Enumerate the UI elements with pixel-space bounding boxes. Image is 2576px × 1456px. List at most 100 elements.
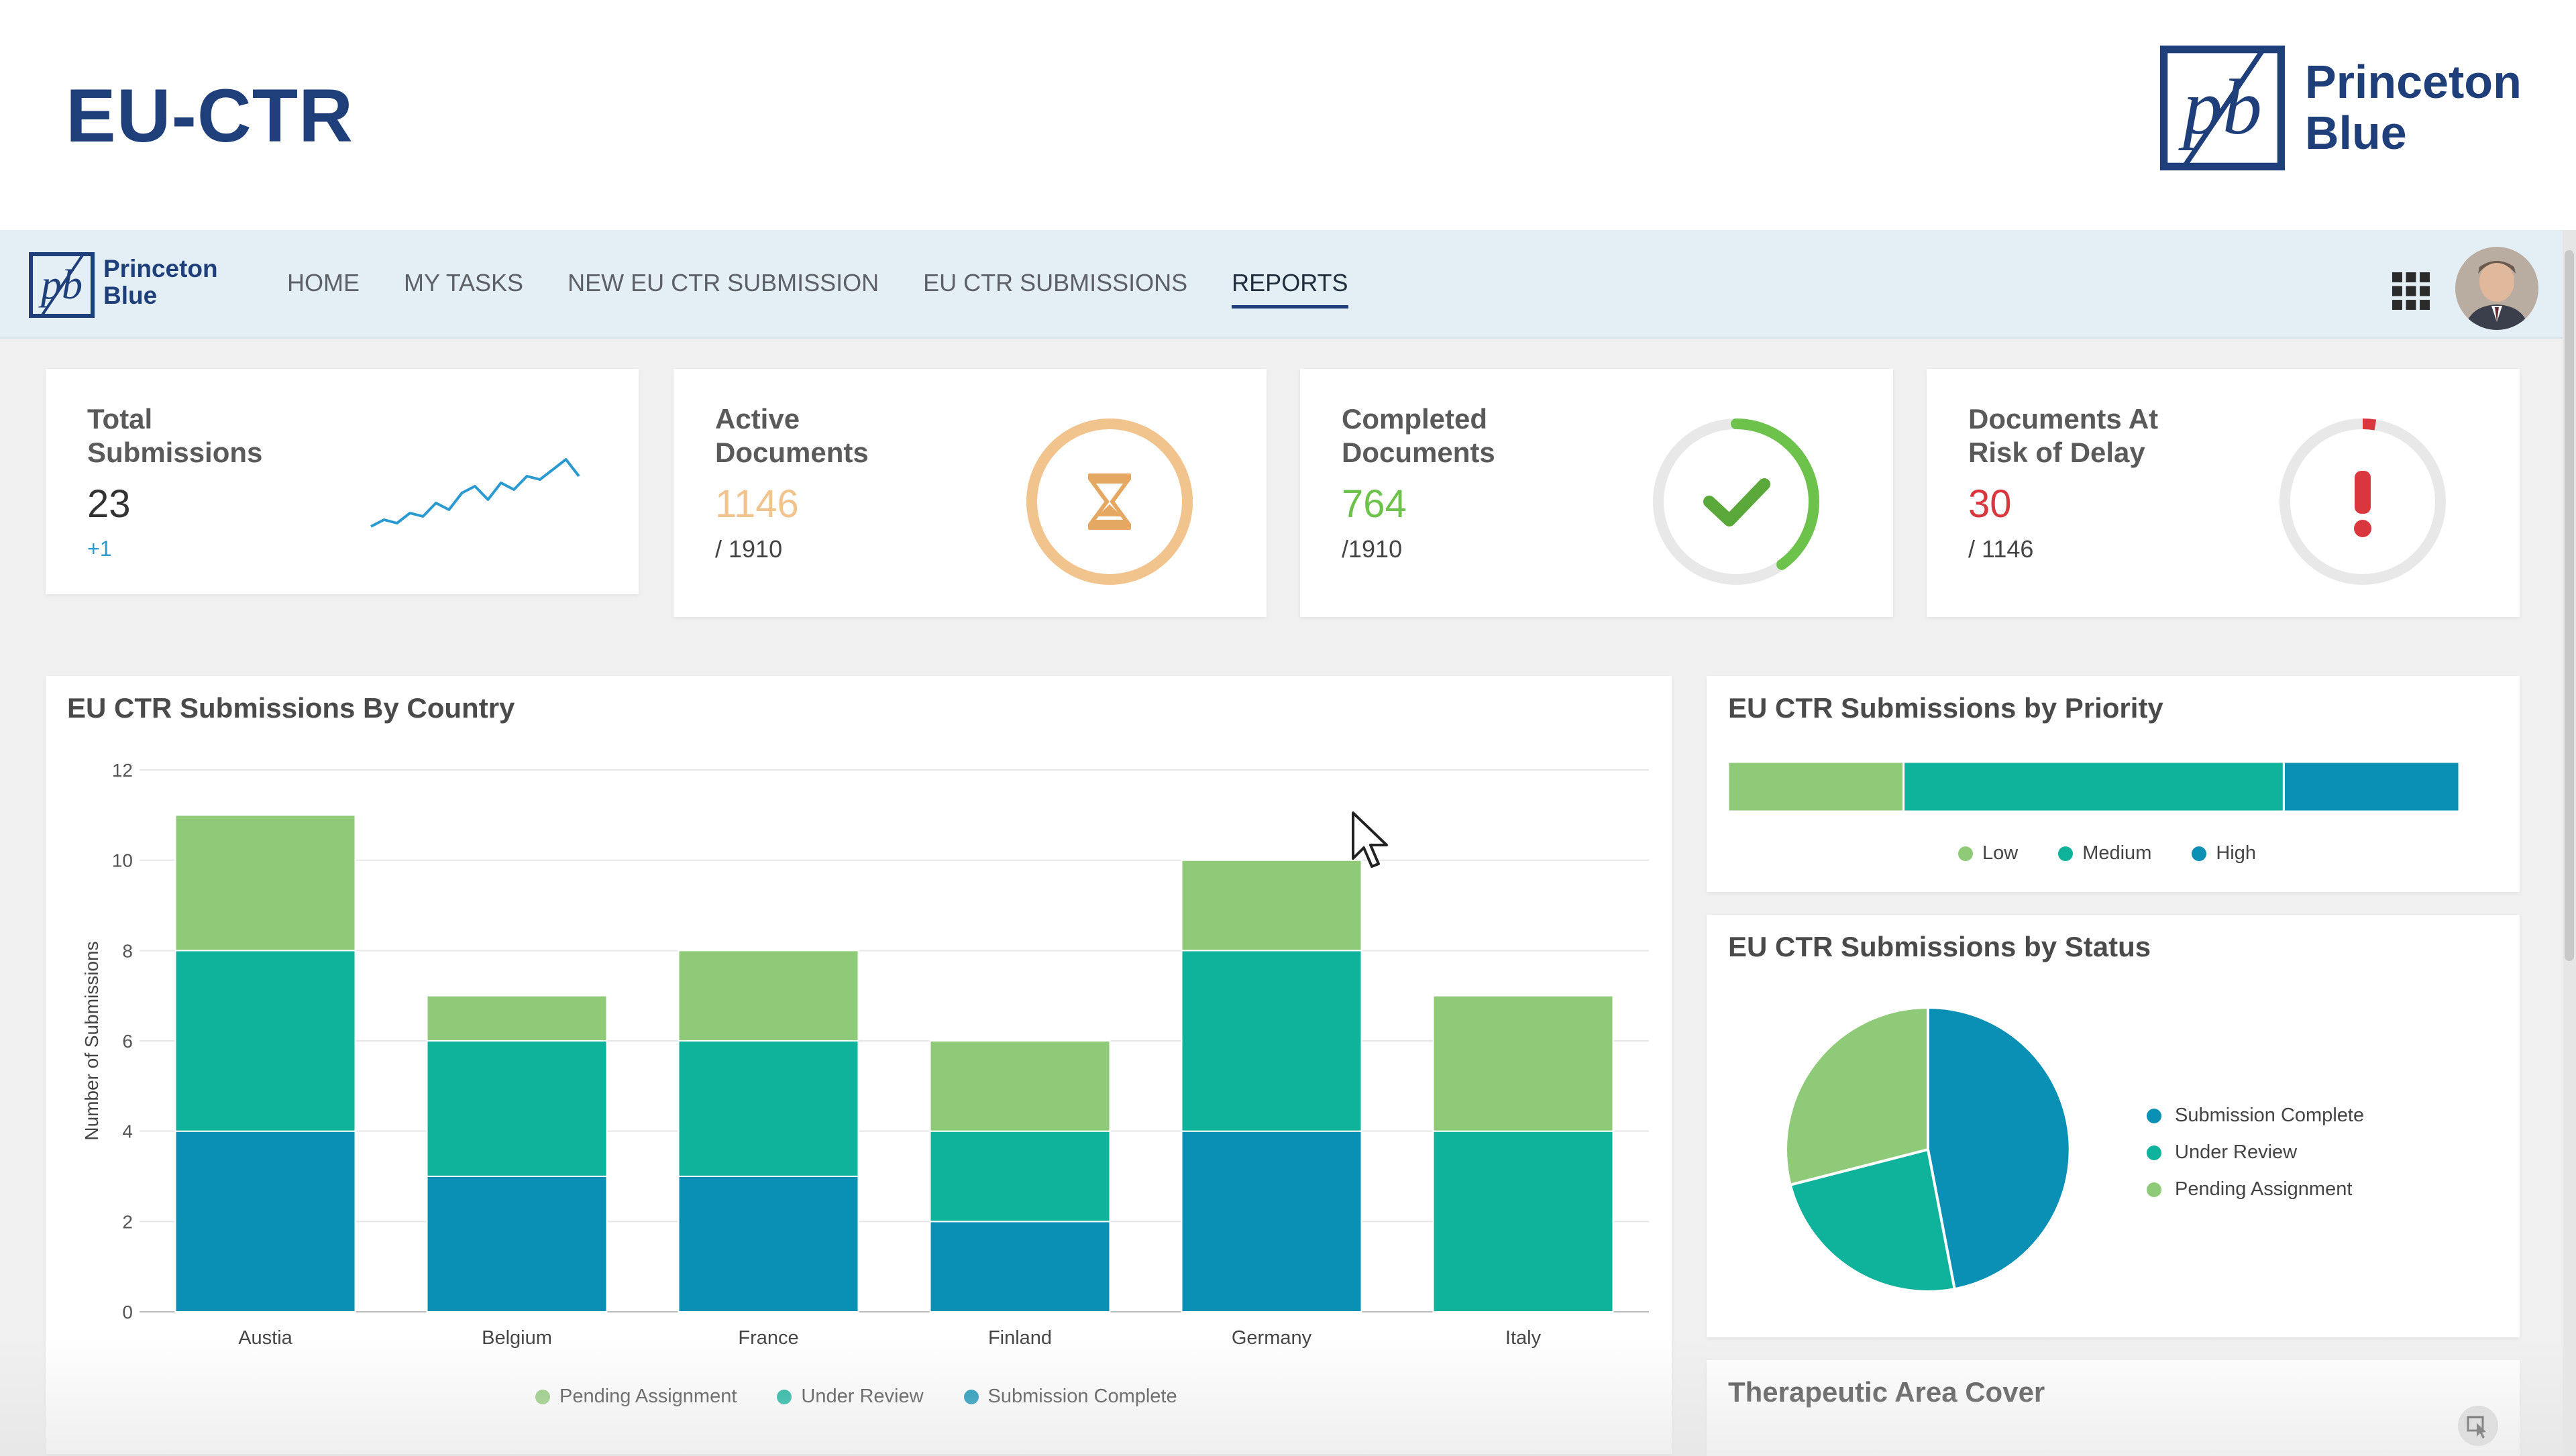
user-avatar[interactable] [2455, 247, 2538, 330]
bar-segment[interactable] [174, 814, 356, 952]
legend-label: Submission Complete [2175, 1105, 2365, 1126]
pie-slice[interactable] [1788, 1147, 1957, 1293]
bar-segment[interactable] [678, 950, 859, 1042]
bar-segment[interactable] [929, 1221, 1111, 1312]
brand-line-2: Blue [2305, 107, 2407, 159]
sparkline-line [370, 458, 580, 528]
scrollbar-thumb[interactable] [2565, 250, 2574, 961]
nav-item-new-submission[interactable]: NEW EU CTR SUBMISSION [568, 269, 879, 296]
nav-brand-line-2: Blue [103, 282, 158, 309]
legend-item[interactable]: Under Review [2147, 1141, 2364, 1164]
legend-item[interactable]: Under Review [777, 1386, 924, 1408]
nav-logo[interactable]: pb Princeton Blue [28, 251, 229, 325]
kpi-total-label-line-2: Submissions [87, 437, 263, 468]
bar-segment[interactable] [1432, 995, 1614, 1132]
therapeutic-panel-title: Therapeutic Area Cover [1728, 1376, 2045, 1408]
nav-item-my-tasks[interactable]: MY TASKS [404, 269, 524, 296]
bar-segment[interactable] [929, 1130, 1111, 1223]
panel-submissions-by-status: EU CTR Submissions by Status Submission … [1707, 915, 2520, 1337]
kpi-total-label-line-1: Total [87, 403, 153, 435]
y-tick-label: 10 [112, 850, 133, 871]
y-tick-label: 4 [122, 1121, 133, 1142]
bar-segment[interactable] [678, 1176, 859, 1312]
grid-icon[interactable] [2392, 272, 2430, 310]
priority-chart-legend: Low Medium High [1958, 842, 2256, 864]
legend-item[interactable]: Submission Complete [2147, 1105, 2364, 1127]
legend-dot [2192, 846, 2207, 861]
kpi-completed-documents[interactable]: Completed Documents 764 /1910 [1300, 369, 1893, 617]
legend-dot [2147, 1108, 2161, 1123]
priority-bar-segment[interactable] [1728, 762, 1905, 811]
svg-text:pb: pb [2178, 64, 2262, 151]
risk-gauge [2279, 418, 2446, 585]
y-tick-label: 2 [122, 1211, 133, 1232]
bar-segment[interactable] [174, 950, 356, 1132]
kpi-total-delta: +1 [87, 537, 112, 561]
kpi-total-submissions[interactable]: Total Submissions 23 +1 [46, 369, 639, 594]
pie-slice[interactable] [1784, 1005, 1929, 1187]
page-title: EU-CTR [66, 74, 354, 158]
kpi-risk-label-line-1: Documents At [1968, 403, 2159, 435]
status-chart-legend: Submission Complete Under Review Pending A… [2147, 1105, 2364, 1200]
avatar-image [2455, 247, 2538, 330]
status-pie-chart [1784, 1005, 2072, 1293]
bar-segment[interactable] [426, 1040, 608, 1177]
y-tick-label: 0 [122, 1302, 133, 1323]
legend-item[interactable]: Submission Complete [963, 1386, 1177, 1408]
legend-dot [2147, 1145, 2161, 1160]
kpi-active-documents[interactable]: Active Documents 1146 / 1910 [674, 369, 1267, 617]
hourglass-icon [1088, 473, 1131, 530]
kpi-documents-at-risk[interactable]: Documents At Risk of Delay 30 / 1146 [1927, 369, 2520, 617]
bar-segment[interactable] [1181, 859, 1362, 952]
kpi-risk-label-line-2: Risk of Delay [1968, 437, 2145, 468]
legend-label: Under Review [2175, 1141, 2298, 1163]
kpi-risk-total: / 1146 [1968, 535, 2034, 563]
priority-bar-chart [1728, 762, 2459, 811]
legend-label: Pending Assignment [559, 1386, 737, 1407]
legend-label: Under Review [801, 1386, 924, 1407]
princeton-blue-logo: pb Princeton Blue [2159, 44, 2522, 178]
legend-label: Low [1982, 842, 2019, 864]
nav-item-reports[interactable]: REPORTS [1232, 269, 1348, 309]
y-tick-label: 8 [122, 940, 133, 961]
pb-logo-mark: pb [2159, 45, 2286, 171]
legend-item[interactable]: Low [1958, 842, 2018, 864]
bar-segment[interactable] [426, 1176, 608, 1312]
priority-panel-title: EU CTR Submissions by Priority [1728, 692, 2163, 724]
legend-dot [535, 1389, 550, 1404]
legend-item[interactable]: Pending Assignment [535, 1386, 737, 1408]
risk-gauge-arc [2279, 418, 2446, 585]
kpi-completed-label: Completed Documents [1342, 402, 1495, 469]
x-tick-label: Finland [988, 1327, 1052, 1349]
brand-line-1: Princeton [2305, 56, 2522, 108]
kpi-completed-total: /1910 [1342, 535, 1403, 563]
priority-bar-segment[interactable] [1902, 762, 2285, 811]
nav-item-submissions[interactable]: EU CTR SUBMISSIONS [923, 269, 1188, 296]
bar-segment[interactable] [426, 995, 608, 1042]
brand-wordmark: Princeton Blue [2305, 56, 2522, 158]
x-tick-label: Italy [1505, 1327, 1542, 1349]
bar-segment[interactable] [929, 1040, 1111, 1132]
bar-segment[interactable] [174, 1130, 356, 1313]
y-tick-label: 12 [112, 760, 133, 781]
legend-label: Submission Complete [987, 1386, 1177, 1407]
legend-item[interactable]: Medium [2058, 842, 2151, 864]
priority-bar-segment[interactable] [2282, 762, 2459, 811]
bar-segment[interactable] [1181, 950, 1362, 1132]
legend-item[interactable]: Pending Assignment [2147, 1178, 2364, 1200]
pie-slice[interactable] [1927, 1005, 2072, 1291]
nav-item-home[interactable]: HOME [287, 269, 360, 296]
bar-segment[interactable] [1181, 1130, 1362, 1313]
legend-label: Medium [2082, 842, 2152, 864]
y-axis-title: Number of Submissions [81, 941, 102, 1140]
sparkline-chart [370, 458, 580, 528]
bar-segment[interactable] [678, 1040, 859, 1177]
select-cursor-icon[interactable] [2458, 1406, 2498, 1446]
bar-segment[interactable] [1432, 1130, 1614, 1313]
dashboard-app: pb Princeton Blue HOME MY TASKS NEW EU C… [0, 230, 2576, 1456]
kpi-total-value: 23 [87, 482, 131, 526]
kpi-risk-label: Documents At Risk of Delay [1968, 402, 2158, 469]
legend-item[interactable]: High [2192, 842, 2256, 864]
svg-text:pb: pb [38, 262, 83, 308]
x-tick-label: Austia [238, 1327, 292, 1349]
